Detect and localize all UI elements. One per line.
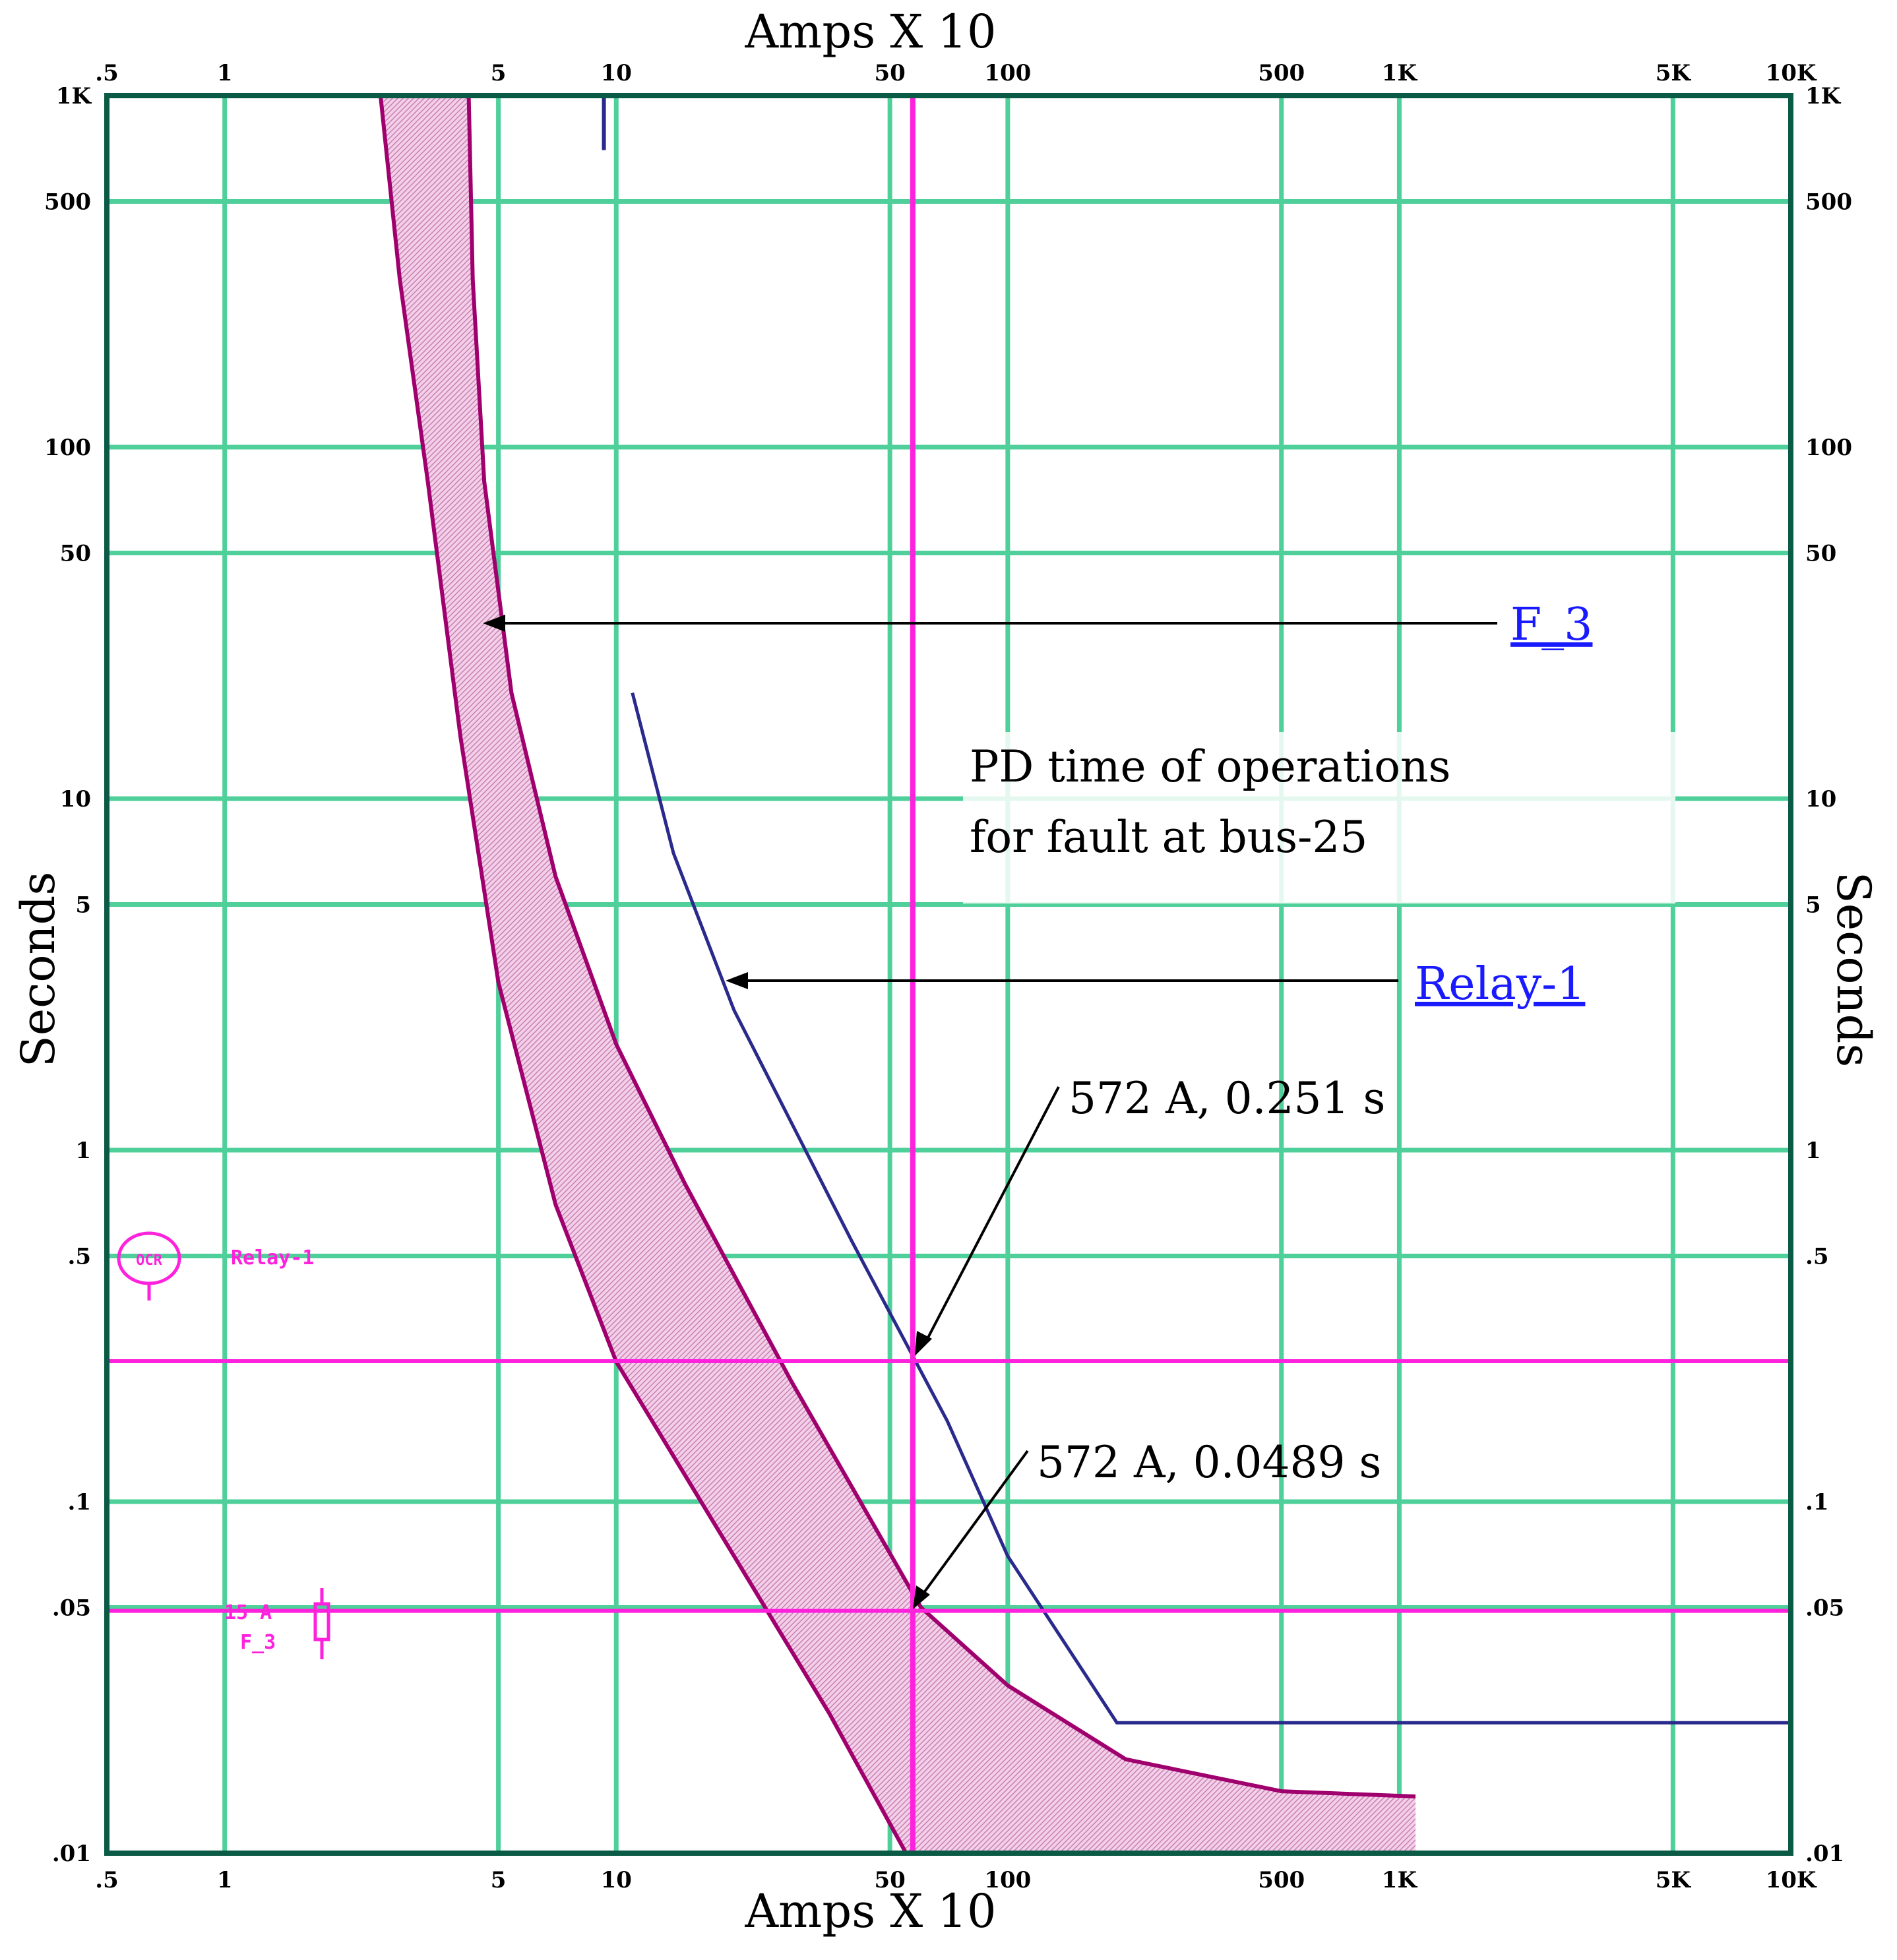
f3-band-total-clear bbox=[466, 95, 1416, 1798]
fuse-rating-label: 15 A bbox=[224, 1601, 272, 1624]
point2-arrow bbox=[922, 1450, 1029, 1595]
y-tick-right-5: 5 bbox=[1805, 892, 1821, 918]
y-tick-left-3: 50 bbox=[60, 540, 91, 567]
title-box-bg bbox=[963, 732, 1675, 903]
y-tick-right-6: 1 bbox=[1805, 1138, 1821, 1164]
y-tick-left-10: .01 bbox=[52, 1841, 91, 1867]
y-tick-right-7: .5 bbox=[1805, 1243, 1829, 1270]
y-tick-left-5: 5 bbox=[75, 892, 91, 918]
y-tick-right-8: .1 bbox=[1805, 1489, 1829, 1516]
x-tick-labels-top: .5 1 5 10 50 100 500 1K 5K 10K bbox=[95, 60, 1817, 86]
y-axis-title-left: Seconds bbox=[11, 872, 65, 1068]
y-tick-right-0: 1K bbox=[1805, 83, 1842, 109]
y-axis-title-right: Seconds bbox=[1826, 872, 1881, 1068]
x-tick-top-1: 1 bbox=[217, 60, 233, 86]
y-tick-right-10: .01 bbox=[1805, 1841, 1844, 1867]
relay-device-tag: Relay-1 bbox=[231, 1246, 314, 1270]
y-tick-left-9: .05 bbox=[52, 1595, 91, 1621]
f3-band-layer bbox=[378, 95, 1416, 1854]
x-tick-top-3: 10 bbox=[601, 60, 632, 86]
x-tick-bottom-7: 1K bbox=[1382, 1867, 1418, 1893]
curves-layer bbox=[602, 98, 1791, 1725]
x-tick-bottom-6: 500 bbox=[1258, 1867, 1305, 1893]
fault-lines-layer bbox=[107, 96, 1791, 1853]
y-tick-right-4: 10 bbox=[1805, 786, 1836, 812]
relay-label[interactable]: Relay-1 bbox=[1415, 958, 1585, 1010]
x-tick-bottom-2: 5 bbox=[491, 1867, 507, 1893]
x-tick-top-6: 500 bbox=[1258, 60, 1305, 86]
point1-label: 572 A, 0.251 s bbox=[1069, 1073, 1385, 1124]
y-tick-left-1: 500 bbox=[44, 189, 91, 215]
f3-arrow-head bbox=[483, 615, 505, 632]
x-tick-top-2: 5 bbox=[491, 60, 507, 86]
x-tick-bottom-5: 100 bbox=[984, 1867, 1031, 1893]
y-tick-left-2: 100 bbox=[44, 435, 91, 461]
f3-band-fill bbox=[380, 96, 1415, 1853]
point2-label: 572 A, 0.0489 s bbox=[1037, 1437, 1381, 1488]
relay-arrow-head bbox=[726, 972, 748, 989]
y-tick-labels-right: 1K 500 100 50 10 5 1 .5 .1 .05 .01 bbox=[1805, 83, 1852, 1867]
y-tick-right-9: .05 bbox=[1805, 1595, 1844, 1621]
f3-label[interactable]: F_3 bbox=[1510, 599, 1592, 651]
x-tick-bottom-1: 1 bbox=[217, 1867, 233, 1893]
x-tick-bottom-9: 10K bbox=[1766, 1867, 1817, 1893]
y-tick-right-2: 100 bbox=[1805, 435, 1852, 461]
y-tick-left-7: .5 bbox=[68, 1243, 92, 1270]
fuse-device-marker: 15 A F_3 bbox=[224, 1588, 330, 1659]
point1-arrow bbox=[925, 1086, 1060, 1341]
x-tick-top-5: 100 bbox=[984, 60, 1031, 86]
y-tick-right-3: 50 bbox=[1805, 540, 1836, 567]
y-tick-left-8: .1 bbox=[68, 1489, 92, 1516]
x-tick-bottom-3: 10 bbox=[601, 1867, 632, 1893]
point2-arrow-head bbox=[913, 1585, 930, 1609]
x-tick-bottom-0: .5 bbox=[95, 1867, 119, 1893]
point1-arrow-head bbox=[915, 1331, 932, 1356]
plot-frame bbox=[104, 93, 1793, 1856]
x-tick-labels-bottom: .5 1 5 10 50 100 500 1K 5K 10K bbox=[95, 1867, 1817, 1893]
x-tick-top-4: 50 bbox=[874, 60, 905, 86]
ocr-symbol-text: OCR bbox=[136, 1252, 162, 1269]
x-tick-bottom-4: 50 bbox=[874, 1867, 905, 1893]
y-tick-left-0: 1K bbox=[56, 83, 92, 109]
y-tick-left-6: 1 bbox=[75, 1138, 91, 1164]
x-tick-top-8: 5K bbox=[1656, 60, 1692, 86]
x-tick-top-9: 10K bbox=[1766, 60, 1817, 86]
y-tick-labels-left: 1K 500 100 50 10 5 1 .5 .1 .05 .01 bbox=[44, 83, 92, 1867]
relay-device-marker: OCR Relay-1 bbox=[117, 1231, 314, 1301]
x-tick-top-0: .5 bbox=[95, 60, 119, 86]
x-tick-top-7: 1K bbox=[1382, 60, 1418, 86]
x-axis-title-top: Amps X 10 bbox=[744, 5, 996, 59]
fuse-name-label: F_3 bbox=[240, 1631, 276, 1654]
f3-band-min-melt bbox=[378, 95, 908, 1854]
y-tick-right-1: 500 bbox=[1805, 189, 1852, 215]
relay-1-curve bbox=[631, 692, 1791, 1725]
x-tick-bottom-8: 5K bbox=[1656, 1867, 1692, 1893]
y-tick-left-4: 10 bbox=[60, 786, 91, 812]
title-box-line2: for fault at bus-25 bbox=[970, 812, 1367, 863]
x-axis-title-bottom: Amps X 10 bbox=[744, 1884, 996, 1938]
title-box-line1: PD time of operations bbox=[970, 741, 1450, 792]
